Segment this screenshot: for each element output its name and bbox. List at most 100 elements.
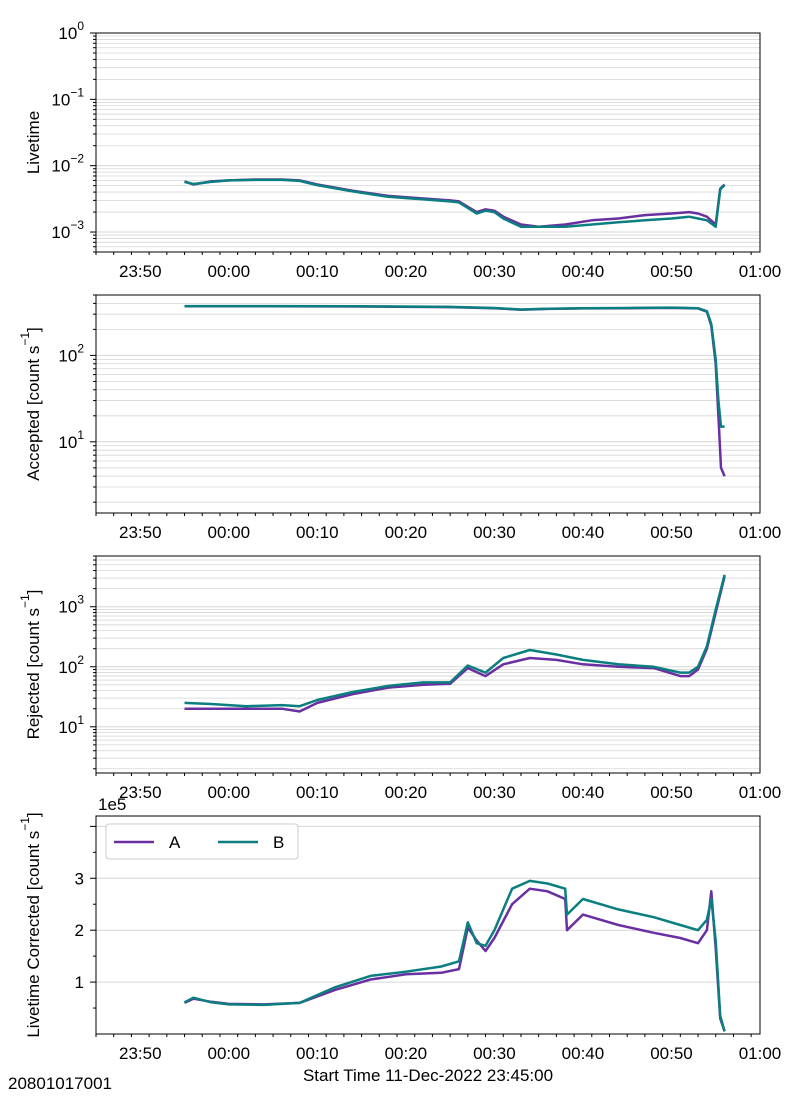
x-tick-label: 00:20 [385,523,428,542]
x-tick-label: 00:00 [208,783,251,802]
y-axis-label: Livetime [24,111,43,174]
x-tick-label: 00:50 [650,523,693,542]
series-b-line [184,304,725,428]
x-tick-label: 23:50 [119,783,162,802]
panel-3: 23:50 00:00 00:10 00:20 00:30 00:40 00:50 01:00… [18,555,782,802]
x-tick-label: 01:00 [739,523,782,542]
y-axis-label-text: Livetime Corrected [count s [24,831,43,1038]
axes-frame [95,294,761,514]
x-tick-label: 01:00 [739,1044,782,1063]
y-tick-exponent: 0 [77,19,84,33]
y-tick-exponent: −2 [70,152,84,166]
y-axis-label-sup: −1 [18,594,32,608]
y-axis-label-sup: −1 [18,332,32,346]
x-tick-label: 00:40 [562,1044,605,1063]
x-tick-label: 00:20 [385,783,428,802]
x-tick-label: 23:50 [119,262,162,281]
y-axis-label-sup: −1 [18,817,32,831]
y-tick-label: 101 [58,713,84,737]
x-tick-label: 23:50 [119,1044,162,1063]
series-b-line [184,178,726,229]
x-tick-label: 00:30 [473,783,516,802]
x-tick-label: 00:50 [650,1044,693,1063]
x-tick-label: 00:50 [650,783,693,802]
y-axis-label: Rejected [count s−1] [18,590,43,740]
panel-2: 23:50 00:00 00:10 00:20 00:30 00:40 00:50 01:00… [18,294,782,542]
series-b-line [183,879,726,1032]
y-tick-base: 10 [51,157,70,176]
y-tick-base: 10 [58,24,77,43]
y-axis-label-text: Rejected [count s [24,608,43,739]
x-tick-label: 00:40 [562,783,605,802]
observation-id: 20801017001 [8,1074,112,1093]
y-axis-label-text: Accepted [count s [24,346,43,481]
x-tick-label: 00:30 [473,523,516,542]
x-tick-label: 00:20 [385,1044,428,1063]
y-offset-text: 1e5 [98,795,126,814]
y-tick-base: 10 [58,346,77,365]
y-tick-base: 10 [58,598,77,617]
y-axis-label-end: ] [24,590,43,595]
x-tick-label: 00:10 [296,262,339,281]
x-tick-label: 00:30 [473,262,516,281]
y-tick-label: 102 [58,653,84,677]
x-tick-label: 00:10 [296,523,339,542]
y-tick-exponent: 1 [77,428,84,442]
y-tick-label: 102 [58,341,84,365]
series-b-line [184,574,726,708]
y-tick-exponent: −1 [70,85,84,99]
y-axis-label: Livetime Corrected [count s−1] [18,812,43,1037]
series-a-line [183,887,726,1032]
x-tick-label: 00:00 [208,262,251,281]
y-tick-exponent: 3 [77,593,84,607]
y-axis-label-end: ] [24,327,43,332]
legend-box [105,823,299,860]
legend-label-a: A [169,833,181,852]
y-tick-base: 10 [58,658,77,677]
y-tick-label: 1 [75,973,84,992]
y-tick-label: 2 [75,921,84,940]
y-tick-label: 10−2 [51,152,84,176]
y-tick-label: 10−3 [51,218,84,242]
y-tick-base: 10 [51,90,70,109]
series-a-line [184,305,726,477]
y-tick-label: 100 [58,19,84,43]
y-tick-base: 10 [58,718,77,737]
y-tick-label: 10−1 [51,85,84,109]
y-axis-label-end: ] [24,812,43,817]
y-tick-base: 10 [51,223,70,242]
x-tick-label: 00:00 [208,1044,251,1063]
x-tick-label: 00:40 [562,523,605,542]
x-tick-label: 00:40 [562,262,605,281]
x-tick-label: 00:50 [650,262,693,281]
y-tick-base: 10 [58,433,77,452]
panel-4: 23:50 00:00 00:10 00:20 00:30 00:40 00:50 01:00… [18,795,781,1063]
x-tick-label: 23:50 [119,523,162,542]
series-a-line [184,576,726,713]
axes-frame [95,815,761,1035]
y-tick-exponent: 2 [77,653,84,667]
y-axis-label-text: Livetime [24,111,43,174]
x-axis-label: Start Time 11-Dec-2022 23:45:00 [303,1066,553,1085]
x-tick-label: 00:10 [296,783,339,802]
y-grid [90,294,760,503]
y-tick-exponent: 2 [77,341,84,355]
x-tick-label: 00:20 [385,262,428,281]
y-tick-label: 103 [58,593,84,617]
panel-1: 23:50 00:00 00:10 00:20 00:30 00:40 00:50 01:00… [24,19,781,281]
y-tick-label: 101 [58,428,84,452]
x-tick-label: 01:00 [739,262,782,281]
y-grid [90,555,760,770]
axes-frame [95,555,761,774]
x-tick-label: 00:10 [296,1044,339,1063]
x-tick-label: 00:00 [208,523,251,542]
x-tick-label: 01:00 [739,783,782,802]
y-tick-label: 3 [75,869,84,888]
y-tick-exponent: 1 [77,713,84,727]
axes-frame [95,32,761,253]
y-tick-exponent: −3 [70,218,84,232]
x-tick-label: 00:30 [473,1044,516,1063]
legend-label-b: B [273,833,284,852]
